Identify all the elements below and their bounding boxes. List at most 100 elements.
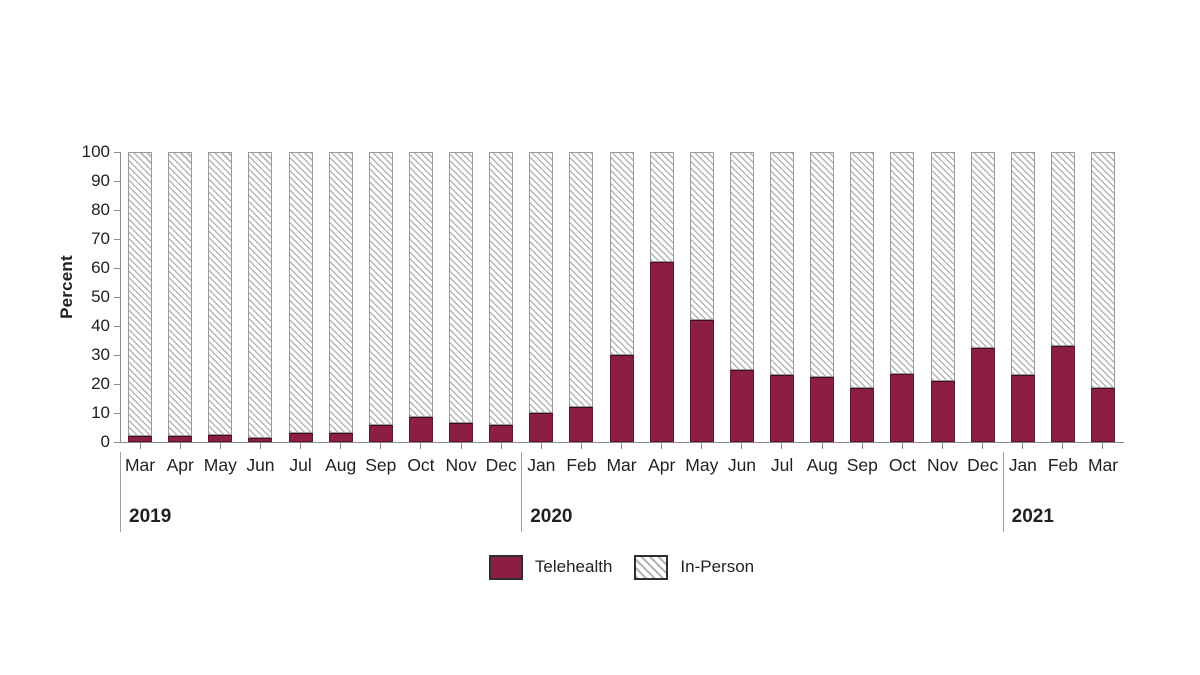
year-label: 2021 — [1011, 506, 1054, 527]
bar-slot — [602, 152, 642, 442]
telehealth-segment — [609, 355, 634, 442]
x-tick — [1062, 443, 1064, 449]
x-tick — [580, 443, 582, 449]
year-divider — [1002, 452, 1004, 532]
x-tick — [500, 443, 502, 449]
stacked-bar — [529, 152, 554, 442]
in-person-segment — [368, 152, 393, 425]
stacked-bar — [1010, 152, 1035, 442]
x-tick — [460, 443, 462, 449]
telehealth-segment — [1050, 346, 1075, 442]
telehealth-segment — [328, 433, 353, 442]
in-person-segment — [810, 152, 835, 377]
in-person-segment — [449, 152, 474, 424]
telehealth-segment — [489, 424, 514, 442]
stacked-bar — [408, 152, 433, 442]
x-tick — [741, 443, 743, 449]
in-person-segment — [408, 152, 433, 418]
telehealth-segment — [248, 437, 273, 442]
telehealth-segment — [890, 373, 915, 442]
in-person-segment — [168, 152, 193, 437]
stacked-bar — [569, 152, 594, 442]
stacked-bar — [810, 152, 835, 442]
year-label: 2020 — [530, 506, 573, 527]
bar-slot — [561, 152, 601, 442]
x-tick — [1022, 443, 1024, 449]
x-tick — [1102, 443, 1104, 449]
x-axis-labels: Mar Apr May Jun Jul Aug Sep Oct Nov Dec Jan Feb Mar A… — [120, 455, 1123, 475]
y-tick — [114, 152, 120, 153]
in-person-segment — [729, 152, 754, 370]
x-tick — [139, 443, 141, 449]
legend-item-inperson: In-Person — [634, 554, 754, 580]
y-tick-label: 50 — [91, 287, 110, 306]
in-person-segment — [649, 152, 674, 263]
stacked-bar — [770, 152, 795, 442]
stacked-bar — [328, 152, 353, 442]
y-tick-label: 100 — [81, 142, 110, 161]
month-label: Jan — [1008, 455, 1037, 475]
month-label: Mar — [606, 455, 637, 475]
month-label: May — [685, 455, 719, 475]
stacked-bar — [890, 152, 915, 442]
legend: Telehealth In-Person — [120, 551, 1123, 583]
stacked-bar — [248, 152, 273, 442]
month-label: May — [203, 455, 237, 475]
stacked-bar — [729, 152, 754, 442]
y-tick-label: 20 — [91, 374, 110, 393]
month-label: Jul — [289, 455, 312, 475]
year-divider — [120, 452, 121, 532]
month-label: Dec — [485, 455, 517, 475]
x-tick — [420, 443, 422, 449]
bar-slot — [1043, 152, 1083, 442]
y-tick — [114, 326, 120, 327]
bar-slot — [521, 152, 561, 442]
y-tick — [114, 355, 120, 356]
telehealth-segment — [689, 320, 714, 442]
stacked-bar — [970, 152, 995, 442]
y-tick-label: 10 — [91, 403, 110, 422]
month-label: Jan — [527, 455, 556, 475]
in-person-segment — [128, 152, 153, 437]
in-person-segment — [569, 152, 594, 408]
in-person-segment — [248, 152, 273, 438]
bar-slot — [682, 152, 722, 442]
telehealth-segment — [649, 262, 674, 442]
x-tick — [982, 443, 984, 449]
y-tick-label: 90 — [91, 171, 110, 190]
y-tick — [114, 239, 120, 240]
month-label: Oct — [407, 455, 435, 475]
month-label: Feb — [566, 455, 597, 475]
telehealth-segment — [810, 376, 835, 442]
y-tick-label: 30 — [91, 345, 110, 364]
bar-slot — [481, 152, 521, 442]
telehealth-segment — [1010, 375, 1035, 442]
stacked-bar — [689, 152, 714, 442]
x-tick — [661, 443, 663, 449]
month-label: Dec — [967, 455, 999, 475]
y-tick — [114, 297, 120, 298]
x-axis-line — [117, 442, 1124, 443]
bar-slot — [361, 152, 401, 442]
stacked-bar — [449, 152, 474, 442]
x-tick — [219, 443, 221, 449]
bar-slot — [401, 152, 441, 442]
telehealth-segment — [729, 369, 754, 442]
y-tick-label: 40 — [91, 316, 110, 335]
y-tick — [114, 384, 120, 385]
x-tick — [621, 443, 622, 449]
in-person-segment — [489, 152, 514, 425]
y-tick-label: 0 — [100, 432, 110, 451]
y-tick — [114, 268, 120, 269]
telehealth-segment — [850, 388, 875, 442]
in-person-segment — [529, 152, 554, 413]
bar-slot — [722, 152, 762, 442]
month-label: Aug — [806, 455, 838, 475]
legend-item-telehealth: Telehealth — [488, 554, 612, 580]
x-tick — [941, 443, 943, 449]
month-label: Mar — [124, 455, 156, 475]
in-person-segment — [850, 152, 875, 389]
month-label: Apr — [648, 455, 676, 475]
in-person-segment — [1050, 152, 1075, 347]
